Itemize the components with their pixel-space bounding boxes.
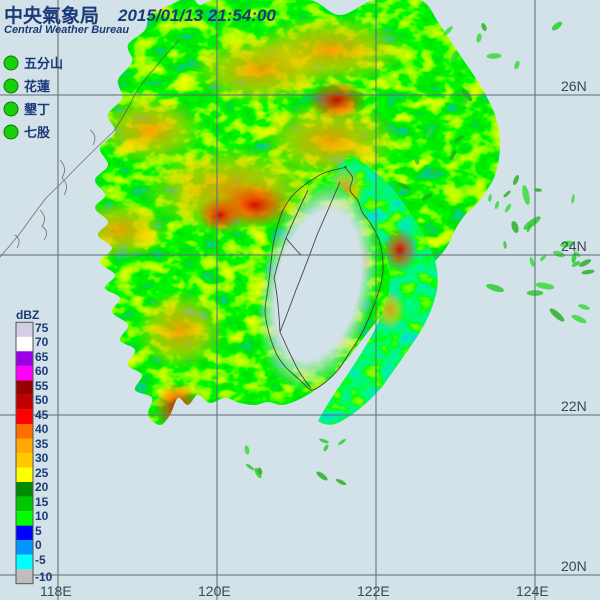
svg-text:30: 30	[35, 451, 49, 465]
svg-text:55: 55	[35, 379, 49, 393]
svg-text:墾丁: 墾丁	[24, 102, 50, 117]
svg-text:122E: 122E	[357, 583, 390, 599]
svg-text:20N: 20N	[561, 558, 587, 574]
svg-text:75: 75	[35, 321, 49, 335]
svg-text:20: 20	[35, 480, 49, 494]
svg-text:2015/01/13 21:54:00: 2015/01/13 21:54:00	[117, 6, 276, 25]
svg-text:5: 5	[35, 524, 42, 538]
svg-text:26N: 26N	[561, 78, 587, 94]
svg-text:45: 45	[35, 408, 49, 422]
svg-text:25: 25	[35, 466, 49, 480]
svg-text:24N: 24N	[561, 238, 587, 254]
svg-text:-5: -5	[35, 553, 46, 567]
svg-text:花蓮: 花蓮	[24, 79, 50, 94]
svg-text:60: 60	[35, 364, 49, 378]
svg-text:15: 15	[35, 495, 49, 509]
svg-text:五分山: 五分山	[24, 56, 63, 71]
svg-text:Central Weather Bureau: Central Weather Bureau	[4, 24, 129, 36]
svg-text:0: 0	[35, 538, 42, 552]
svg-text:10: 10	[35, 509, 49, 523]
svg-text:124E: 124E	[516, 583, 549, 599]
svg-text:40: 40	[35, 422, 49, 436]
svg-text:35: 35	[35, 437, 49, 451]
svg-text:70: 70	[35, 335, 49, 349]
svg-text:22N: 22N	[561, 398, 587, 414]
svg-text:65: 65	[35, 350, 49, 364]
svg-text:dBZ: dBZ	[16, 308, 39, 322]
svg-text:七股: 七股	[24, 125, 50, 140]
svg-text:120E: 120E	[198, 583, 231, 599]
svg-text:50: 50	[35, 393, 49, 407]
svg-text:-10: -10	[35, 570, 53, 584]
svg-text:118E: 118E	[40, 583, 72, 599]
